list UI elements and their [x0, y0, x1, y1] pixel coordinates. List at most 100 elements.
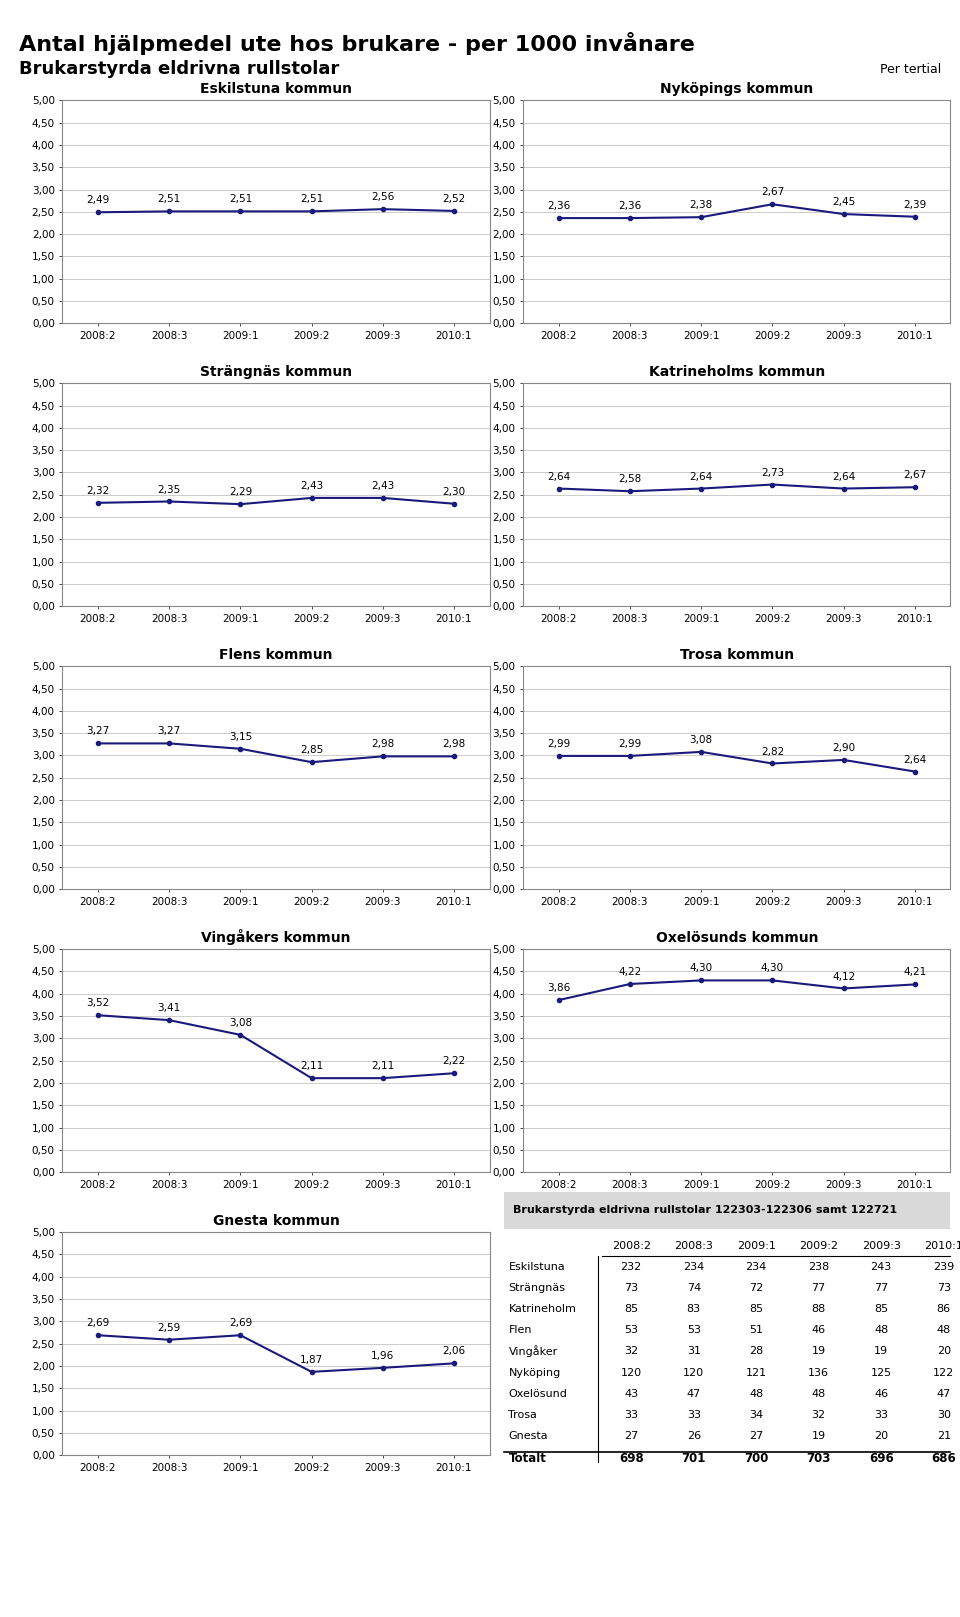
Text: 3,27: 3,27	[157, 726, 180, 736]
Title: Eskilstuna kommun: Eskilstuna kommun	[200, 82, 352, 97]
Text: 46: 46	[875, 1389, 888, 1399]
Text: 2,58: 2,58	[618, 474, 641, 483]
Text: 686: 686	[931, 1452, 956, 1465]
Text: 4,12: 4,12	[832, 972, 855, 982]
Text: 120: 120	[621, 1368, 642, 1378]
Text: 72: 72	[749, 1282, 763, 1294]
Text: 4,30: 4,30	[761, 964, 784, 973]
Text: 243: 243	[871, 1261, 892, 1271]
Text: 28: 28	[749, 1347, 763, 1357]
Text: 73: 73	[937, 1282, 950, 1294]
Text: 232: 232	[620, 1261, 642, 1271]
Text: 2009:2: 2009:2	[800, 1240, 838, 1250]
Text: 698: 698	[619, 1452, 643, 1465]
Text: 53: 53	[624, 1326, 638, 1336]
Text: 30: 30	[937, 1410, 950, 1420]
Text: 696: 696	[869, 1452, 894, 1465]
Text: 2,69: 2,69	[228, 1318, 252, 1328]
Text: Brukarstyrda eldrivna rullstolar 122303-122306 samt 122721: Brukarstyrda eldrivna rullstolar 122303-…	[513, 1205, 897, 1216]
Text: 33: 33	[875, 1410, 888, 1420]
Text: Per tertial: Per tertial	[879, 63, 941, 76]
Text: 3,08: 3,08	[689, 736, 712, 745]
Text: 120: 120	[684, 1368, 705, 1378]
Text: 121: 121	[746, 1368, 767, 1378]
Text: 2,98: 2,98	[372, 739, 395, 749]
Text: 3,41: 3,41	[157, 1003, 180, 1014]
Text: Brukarstyrda eldrivna rullstolar: Brukarstyrda eldrivna rullstolar	[19, 60, 340, 78]
Text: 2,67: 2,67	[903, 471, 926, 480]
Text: 3,52: 3,52	[86, 998, 109, 1009]
Text: 2009:1: 2009:1	[736, 1240, 776, 1250]
Text: 19: 19	[811, 1431, 826, 1441]
Title: Katrineholms kommun: Katrineholms kommun	[649, 365, 825, 380]
Text: 2,22: 2,22	[443, 1056, 466, 1066]
Text: 4,30: 4,30	[689, 964, 712, 973]
Text: 32: 32	[624, 1347, 638, 1357]
Text: 234: 234	[684, 1261, 705, 1271]
Text: 19: 19	[875, 1347, 888, 1357]
Text: 48: 48	[937, 1326, 950, 1336]
Text: 2,52: 2,52	[443, 194, 466, 204]
Title: Gnesta kommun: Gnesta kommun	[212, 1214, 340, 1229]
Text: 1,87: 1,87	[300, 1355, 324, 1365]
Text: 700: 700	[744, 1452, 768, 1465]
Text: 33: 33	[624, 1410, 638, 1420]
Text: 2,73: 2,73	[760, 467, 784, 477]
Text: 73: 73	[624, 1282, 638, 1294]
Title: Nyköpings kommun: Nyköpings kommun	[660, 82, 813, 97]
Text: 31: 31	[686, 1347, 701, 1357]
Text: 88: 88	[811, 1303, 826, 1315]
Text: 48: 48	[875, 1326, 888, 1336]
Text: Gnesta: Gnesta	[509, 1431, 548, 1441]
Text: Oxelösund: Oxelösund	[509, 1389, 567, 1399]
Text: 2,43: 2,43	[372, 480, 395, 492]
Text: 34: 34	[749, 1410, 763, 1420]
Text: 4,22: 4,22	[618, 967, 641, 977]
Text: 2,64: 2,64	[832, 472, 855, 482]
Text: 43: 43	[624, 1389, 638, 1399]
Text: 2008:2: 2008:2	[612, 1240, 651, 1250]
Text: 2,64: 2,64	[689, 472, 713, 482]
Text: 701: 701	[682, 1452, 706, 1465]
Text: 47: 47	[937, 1389, 950, 1399]
Text: 2008:3: 2008:3	[674, 1240, 713, 1250]
Text: 4,21: 4,21	[903, 967, 926, 978]
Text: 136: 136	[808, 1368, 829, 1378]
Title: Trosa kommun: Trosa kommun	[680, 648, 794, 663]
Text: 85: 85	[749, 1303, 763, 1315]
Text: Antal hjälpmedel ute hos brukare - per 1000 invånare: Antal hjälpmedel ute hos brukare - per 1…	[19, 32, 695, 55]
Text: 86: 86	[937, 1303, 950, 1315]
Text: 26: 26	[686, 1431, 701, 1441]
Text: 2,30: 2,30	[443, 487, 466, 496]
Text: 2,32: 2,32	[86, 485, 109, 496]
Text: 2,29: 2,29	[228, 487, 252, 498]
Text: 2,36: 2,36	[618, 201, 641, 212]
Text: Nyköping: Nyköping	[509, 1368, 561, 1378]
Text: 2,69: 2,69	[86, 1318, 109, 1328]
Text: 2,67: 2,67	[760, 188, 784, 197]
Text: 2,45: 2,45	[832, 197, 855, 207]
Text: 85: 85	[624, 1303, 638, 1315]
Text: 2,06: 2,06	[443, 1347, 466, 1357]
Text: 125: 125	[871, 1368, 892, 1378]
Text: 19: 19	[811, 1347, 826, 1357]
Text: 74: 74	[686, 1282, 701, 1294]
Text: Flen: Flen	[509, 1326, 532, 1336]
Title: Strängnäs kommun: Strängnäs kommun	[200, 365, 352, 380]
Text: 2,11: 2,11	[300, 1061, 324, 1070]
Text: Eskilstuna: Eskilstuna	[509, 1261, 565, 1271]
Text: 2,99: 2,99	[618, 739, 641, 749]
Text: 20: 20	[937, 1347, 950, 1357]
Text: 2,82: 2,82	[760, 747, 784, 757]
Text: 2,85: 2,85	[300, 745, 324, 755]
Text: Katrineholm: Katrineholm	[509, 1303, 576, 1315]
Text: 234: 234	[746, 1261, 767, 1271]
FancyBboxPatch shape	[504, 1192, 950, 1229]
Text: 20: 20	[875, 1431, 888, 1441]
Text: 2,51: 2,51	[228, 194, 252, 204]
Text: 2,11: 2,11	[372, 1061, 395, 1070]
Text: 2,64: 2,64	[547, 472, 570, 482]
Text: 3,15: 3,15	[228, 733, 252, 742]
Text: 2,43: 2,43	[300, 480, 324, 492]
Text: 2,90: 2,90	[832, 742, 855, 754]
